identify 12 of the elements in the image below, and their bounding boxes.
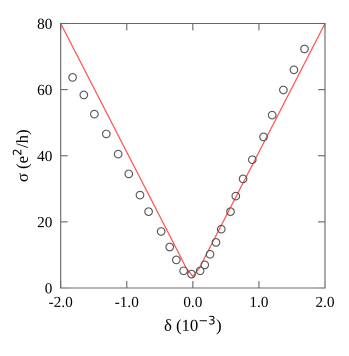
y-tick-label: 20	[38, 217, 52, 228]
y-tick-label: 0	[45, 283, 52, 294]
x-axis-title: δ (10$^{−3}$)	[164, 316, 221, 334]
y-axis-title: σ (e$^{2}$/h)	[12, 130, 32, 182]
y-tick-label: 40	[37, 150, 52, 162]
x-tick-label: -1.0	[115, 296, 138, 308]
x-tick-label: 0.0	[184, 296, 202, 308]
y-tick-label: 80	[38, 18, 52, 29]
x-tick-label: 2.0	[316, 296, 334, 308]
x-tick-label: -2.0	[49, 296, 72, 308]
x-tick-label: 1.0	[250, 296, 268, 308]
y-tick-label: 60	[38, 84, 52, 96]
